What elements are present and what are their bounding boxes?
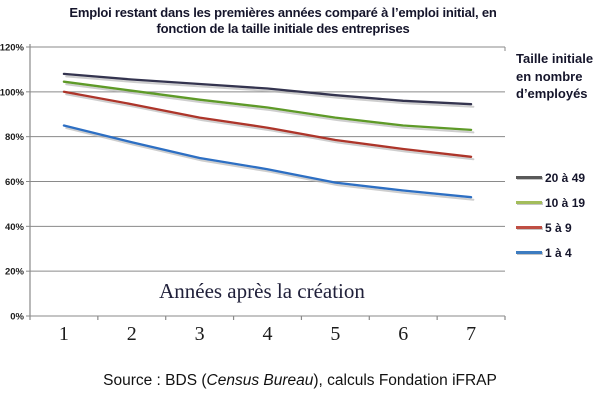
x-tick-label: 1 bbox=[59, 323, 69, 345]
legend-item: 10 à 19 bbox=[516, 190, 600, 215]
y-tick-label: 20% bbox=[5, 267, 25, 278]
y-tick-label: 0% bbox=[10, 312, 24, 323]
legend-item: 20 à 49 bbox=[516, 165, 600, 190]
line-chart-plot: 0% 20% 40% 60% 80% 100% 120% Années après la cr… bbox=[0, 43, 506, 345]
series-line-5à9 bbox=[62, 90, 473, 158]
y-tick-label: 60% bbox=[5, 177, 25, 188]
legend-heading: Taille initiale en nombre d’employés bbox=[516, 51, 594, 101]
legend-item-label: 10 à 19 bbox=[545, 195, 586, 210]
x-tick-label: 4 bbox=[263, 323, 273, 345]
y-tick-label: 40% bbox=[5, 222, 25, 233]
legend-item: 1 à 4 bbox=[516, 240, 600, 265]
x-tick-label: 7 bbox=[466, 323, 476, 345]
x-tick-label: 3 bbox=[195, 323, 205, 345]
x-tick-label: 2 bbox=[127, 323, 137, 345]
legend-items: 20 à 49 10 à 19 5 à 9 1 à 4 bbox=[516, 165, 600, 265]
series-line-shadow bbox=[65, 83, 475, 134]
source-text-suffix: ), calculs Fondation iFRAP bbox=[313, 372, 497, 389]
y-tick-label: 100% bbox=[0, 87, 25, 98]
y-tick-label: 80% bbox=[5, 132, 25, 143]
series-line-20à49 bbox=[62, 72, 473, 106]
legend-item: 5 à 9 bbox=[516, 215, 600, 240]
legend-line-swatch bbox=[516, 226, 542, 229]
legend-item-label: 1 à 4 bbox=[545, 245, 572, 260]
series-line-shadow bbox=[65, 75, 475, 108]
chart-title: Emploi restant dans les premières années… bbox=[18, 5, 548, 37]
series-line-1à4 bbox=[62, 124, 473, 199]
x-tick-label: 5 bbox=[330, 323, 340, 345]
legend-item-label: 5 à 9 bbox=[545, 220, 572, 235]
series-line-10à19 bbox=[62, 80, 473, 132]
series-line-shadow bbox=[65, 93, 475, 161]
legend-line-swatch bbox=[516, 201, 542, 204]
chart-title-line1: Emploi restant dans les premières années… bbox=[69, 5, 497, 20]
chart-legend: Taille initiale en nombre d’employés 20 … bbox=[516, 50, 600, 260]
legend-line-swatch bbox=[516, 176, 542, 179]
source-text-prefix: Source : BDS ( bbox=[103, 372, 207, 389]
x-tick-label: 6 bbox=[398, 323, 408, 345]
legend-line-swatch bbox=[516, 251, 542, 254]
legend-item-label: 20 à 49 bbox=[545, 170, 586, 185]
source-caption: Source : BDS (Census Bureau), calculs Fo… bbox=[0, 372, 600, 390]
source-text-italic: Census Bureau bbox=[206, 372, 314, 389]
x-axis-inside-label: Années après la création bbox=[159, 279, 365, 303]
series-line-shadow bbox=[65, 127, 475, 201]
y-tick-label: 120% bbox=[0, 43, 25, 54]
chart-title-line2: fonction de la taille initiale des entre… bbox=[156, 21, 410, 36]
